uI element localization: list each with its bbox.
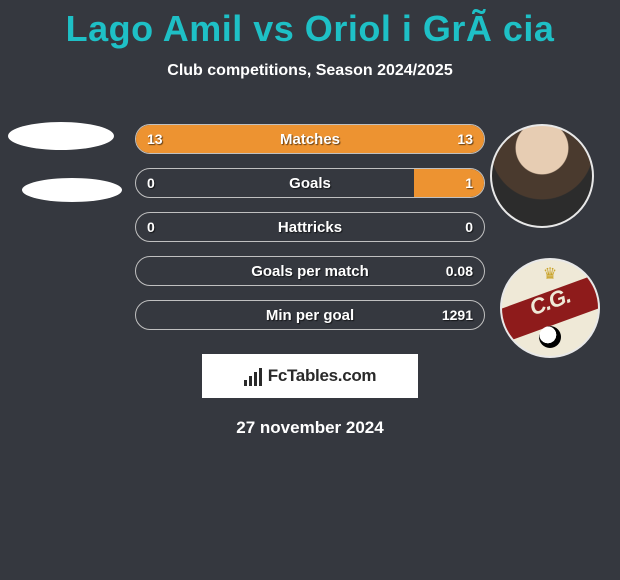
club-right-crest: ♛ C.G. — [500, 258, 600, 358]
stat-row: Goals per match0.08 — [135, 256, 485, 286]
bar-chart-icon — [244, 366, 262, 386]
ball-icon — [539, 326, 561, 348]
stat-value-right: 1291 — [442, 300, 473, 330]
stat-value-left: 0 — [147, 212, 155, 242]
stat-value-left: 13 — [147, 124, 163, 154]
stat-row: Min per goal1291 — [135, 300, 485, 330]
bar-track — [135, 212, 485, 242]
stat-value-right: 13 — [457, 124, 473, 154]
brand-box: FcTables.com — [202, 354, 418, 398]
brand-label: FcTables.com — [268, 366, 377, 386]
bar-track — [135, 300, 485, 330]
bar-track — [135, 256, 485, 286]
stat-value-right: 0.08 — [446, 256, 473, 286]
bar-fill-right — [414, 169, 484, 197]
subtitle: Club competitions, Season 2024/2025 — [0, 62, 620, 80]
bar-track — [135, 124, 485, 154]
player-right-avatar — [490, 124, 594, 228]
stat-value-right: 1 — [465, 168, 473, 198]
date-label: 27 november 2024 — [0, 418, 620, 438]
stat-value-right: 0 — [465, 212, 473, 242]
club-left-placeholder — [22, 178, 122, 202]
stat-row: Hattricks00 — [135, 212, 485, 242]
stat-row: Matches1313 — [135, 124, 485, 154]
stat-row: Goals01 — [135, 168, 485, 198]
bar-track — [135, 168, 485, 198]
stat-value-left: 0 — [147, 168, 155, 198]
player-left-placeholder — [8, 122, 114, 150]
page-title: Lago Amil vs Oriol i GrÃ cia — [0, 0, 620, 50]
crown-icon: ♛ — [543, 264, 557, 284]
